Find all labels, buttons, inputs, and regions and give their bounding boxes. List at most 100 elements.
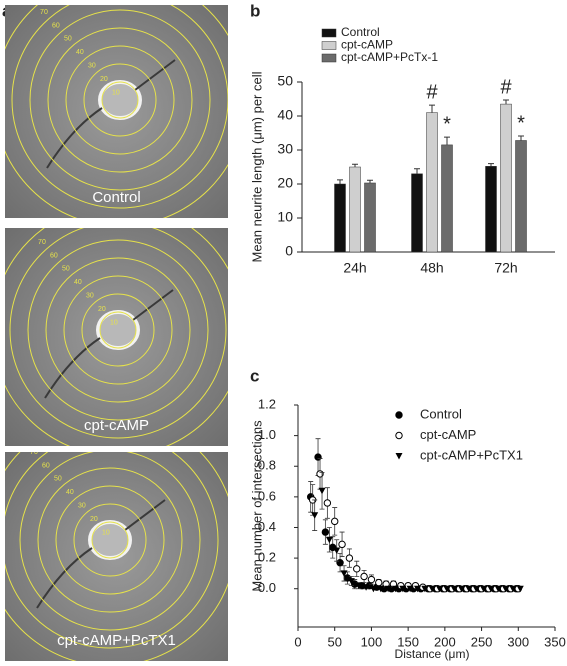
legend-label: Control (341, 25, 380, 39)
legend-label: Control (420, 406, 462, 421)
point (340, 570, 348, 577)
y-tick-label: 0.2 (258, 550, 276, 565)
image-content: 10 20 30 40 50 60 70 (5, 5, 228, 218)
point (487, 585, 495, 593)
point (480, 585, 488, 593)
point (413, 585, 421, 593)
point (516, 585, 524, 593)
y-tick-label: 0 (285, 243, 293, 259)
error-bar (518, 135, 524, 141)
ring-label: 40 (76, 49, 84, 56)
point (465, 585, 473, 593)
point (384, 585, 392, 593)
point (369, 585, 377, 593)
cell-body (88, 520, 132, 560)
point (421, 585, 429, 593)
ring-label: 20 (100, 76, 108, 83)
ring-label: 70 (38, 239, 46, 246)
point (436, 585, 444, 593)
y-tick-label: 10 (277, 209, 293, 225)
error-bar (488, 163, 494, 167)
x-tick-label: 72h (494, 260, 517, 276)
ring-label: 30 (88, 63, 96, 70)
ring-label: 60 (42, 462, 50, 469)
point (353, 565, 361, 573)
sholl-ring (19, 452, 201, 631)
panel-label: b (250, 1, 260, 20)
ring-label: 30 (86, 293, 94, 300)
cell-body (96, 310, 140, 350)
point (367, 575, 376, 584)
sholl-ring (99, 311, 137, 349)
sholl-ring (45, 257, 191, 403)
y-tick-label: 30 (277, 141, 293, 157)
bar (364, 182, 376, 253)
significance-mark: # (500, 76, 512, 98)
panel-label: c (250, 366, 259, 385)
point (428, 585, 436, 593)
error-bar (503, 99, 509, 105)
sholl-ring (65, 45, 175, 155)
sholl-ring (5, 452, 219, 649)
sholl-ring (47, 27, 193, 173)
point (375, 578, 383, 587)
y-axis-label: Mean number of intersections (249, 420, 264, 592)
bar (441, 144, 453, 253)
bar (349, 166, 361, 253)
point (318, 487, 326, 495)
bar (515, 140, 527, 253)
x-tick-label: 100 (361, 634, 383, 649)
x-tick-label: 150 (397, 634, 419, 649)
point (311, 512, 319, 519)
y-tick-label: 0.0 (258, 580, 276, 595)
y-tick-label: 0.6 (258, 488, 276, 503)
bar (334, 183, 346, 253)
sholl-ring (11, 5, 228, 209)
point (321, 528, 330, 536)
legend-marker (395, 411, 403, 419)
ring-label: 60 (50, 252, 58, 259)
error-bar (337, 179, 343, 184)
cell-body (98, 80, 142, 120)
error-bar (367, 179, 373, 183)
point (472, 585, 480, 593)
point (360, 572, 368, 581)
sholl-ring (27, 239, 209, 421)
sholl-ring (37, 467, 183, 613)
image-label: cpt-cAMP (84, 417, 149, 434)
micrograph: 10 20 30 40 50 60 70 Control (5, 5, 228, 218)
neurite (44, 289, 174, 399)
bar (411, 173, 423, 253)
sholl-ring (101, 81, 139, 119)
legend-swatch (321, 53, 337, 63)
point (450, 585, 458, 593)
ring-label: 50 (62, 266, 70, 273)
sholl-ring (63, 275, 173, 385)
error-bar (414, 168, 420, 174)
x-tick-label: 48h (420, 260, 443, 276)
sholl-ring (73, 503, 147, 577)
point (355, 582, 363, 590)
ring-label: 40 (66, 489, 74, 496)
micrograph: 10 20 30 40 50 60 70 cpt-cAMP (5, 228, 228, 446)
micrograph: 10 20 30 40 50 60 70 cpt-cAMP+PcTX1 (5, 452, 228, 661)
legend-marker (395, 431, 403, 440)
image-content: 10 20 30 40 50 60 70 (5, 228, 228, 446)
neurite (46, 59, 176, 169)
ring-label: 50 (54, 476, 62, 483)
sholl-ring (83, 63, 157, 137)
significance-mark: * (443, 113, 451, 135)
point (333, 547, 341, 554)
sholl-ring (91, 521, 129, 559)
error-bar (444, 136, 450, 145)
point (509, 585, 517, 593)
sholl-ring (9, 228, 227, 439)
y-tick-label: 0.4 (258, 519, 276, 534)
legend-label: cpt-cAMP+PcTX1 (420, 447, 523, 462)
legend-label: cpt-cAMP+PcTx-1 (341, 50, 438, 64)
ring-label: 20 (90, 516, 98, 523)
ring-label: 40 (74, 279, 82, 286)
sholl-ring (55, 485, 165, 595)
point (362, 584, 370, 591)
legend-marker (395, 453, 403, 460)
